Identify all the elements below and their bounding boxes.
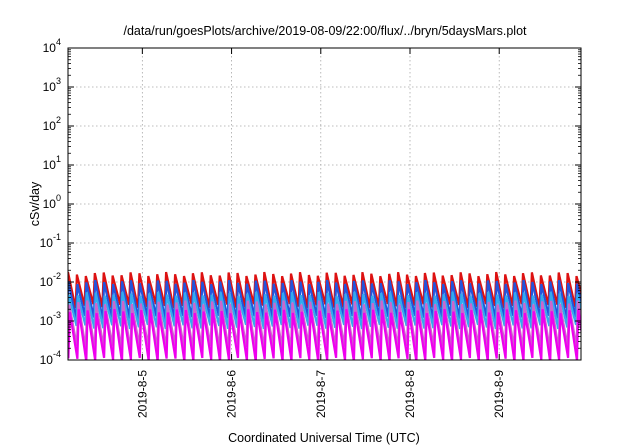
y-tick-exponent: -4 bbox=[53, 349, 61, 359]
y-tick-exponent: 2 bbox=[56, 115, 61, 125]
x-tick-label: 2019-8-9 bbox=[492, 370, 506, 418]
y-tick-exponent: 3 bbox=[56, 76, 61, 86]
y-tick-exponent: 1 bbox=[56, 154, 61, 164]
y-tick-exponent: -1 bbox=[53, 232, 61, 242]
chart-title: /data/run/goesPlots/archive/2019-08-09/2… bbox=[123, 24, 527, 38]
y-tick-exponent: 0 bbox=[56, 193, 61, 203]
y-tick-label: 102 bbox=[43, 115, 61, 133]
y-tick-base: 10 bbox=[40, 236, 54, 250]
y-tick-label: 10-1 bbox=[40, 232, 61, 250]
y-tick-base: 10 bbox=[43, 158, 57, 172]
y-axis-label: cSv/day bbox=[28, 181, 42, 226]
y-tick-exponent: -3 bbox=[53, 310, 61, 320]
y-tick-base: 10 bbox=[43, 41, 57, 55]
x-tick-label: 2019-8-7 bbox=[314, 370, 328, 418]
y-tick-label: 104 bbox=[43, 37, 61, 55]
y-tick-exponent: -2 bbox=[53, 271, 61, 281]
x-tick-labels: 2019-8-5 2019-8-6 2019-8-7 2019-8-8 2019-8-9 bbox=[135, 370, 506, 418]
y-tick-label: 10-4 bbox=[40, 349, 61, 367]
x-axis-label: Coordinated Universal Time (UTC) bbox=[228, 431, 420, 445]
y-tick-base: 10 bbox=[40, 314, 54, 328]
y-tick-label: 100 bbox=[43, 193, 61, 211]
y-tick-base: 10 bbox=[43, 119, 57, 133]
y-tick-label: 10-3 bbox=[40, 310, 61, 328]
y-tick-label: 10-2 bbox=[40, 271, 61, 289]
y-tick-label: 103 bbox=[43, 76, 61, 94]
ticks bbox=[68, 47, 581, 361]
y-tick-base: 10 bbox=[40, 353, 54, 367]
series-line bbox=[68, 308, 581, 360]
y-tick-base: 10 bbox=[43, 197, 57, 211]
y-tick-base: 10 bbox=[40, 275, 54, 289]
x-tick-label: 2019-8-8 bbox=[403, 370, 417, 418]
series-group bbox=[68, 271, 581, 360]
x-tick-label: 2019-8-5 bbox=[135, 370, 149, 418]
y-tick-exponent: 4 bbox=[56, 37, 61, 47]
y-tick-label: 101 bbox=[43, 154, 61, 172]
x-tick-label: 2019-8-6 bbox=[225, 370, 239, 418]
y-tick-base: 10 bbox=[43, 80, 57, 94]
